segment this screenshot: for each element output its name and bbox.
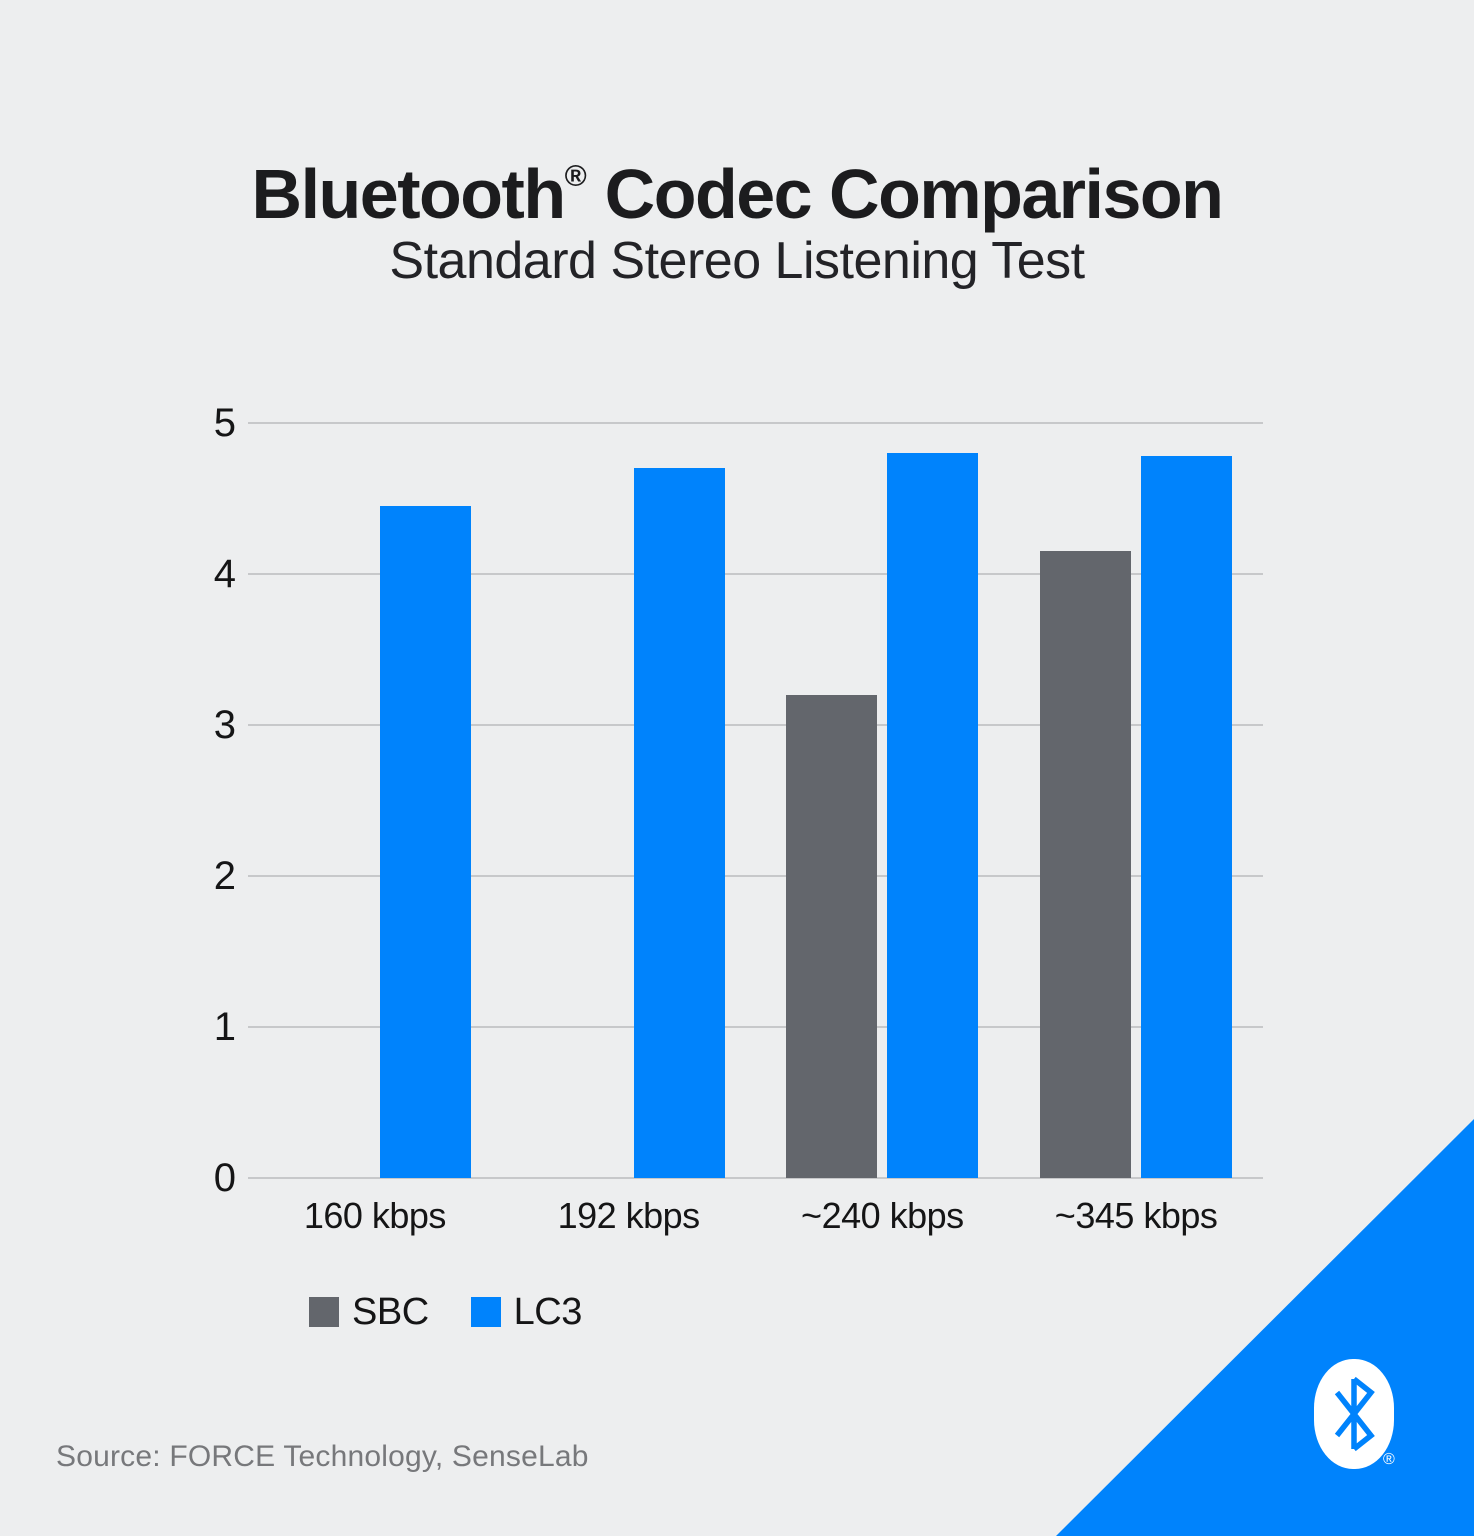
title-brand: Bluetooth — [251, 155, 567, 233]
logo-registered-mark: ® — [1383, 1451, 1395, 1468]
grid-line-3 — [248, 724, 1263, 726]
x-axis-label-3: ~240 kbps — [801, 1195, 964, 1236]
sbc-color-swatch — [309, 1297, 339, 1327]
legend-item-lc3: LC3 — [470, 1290, 583, 1334]
bar-sbc-4 — [1040, 551, 1132, 1178]
y-tick-label-0: 0 — [213, 1156, 236, 1200]
y-tick-label-1: 1 — [213, 1005, 236, 1049]
bar-group-2 — [502, 423, 756, 1178]
plot-area — [248, 422, 1263, 1179]
grid-line-1 — [248, 1026, 1263, 1028]
x-axis-label-4: ~345 kbps — [1054, 1195, 1218, 1236]
legend-item-sbc: SBC — [309, 1290, 429, 1334]
source-caption: Source: FORCE Technology, SenseLab — [56, 1440, 589, 1473]
chart-title: Bluetooth® Codec Comparison — [0, 142, 1474, 229]
grid-line-2 — [248, 875, 1263, 877]
bar-lc3-2 — [633, 468, 725, 1178]
title-rest: Codec Comparison — [586, 155, 1224, 233]
grid-line-0 — [248, 1177, 1263, 1179]
bar-lc3-1 — [379, 506, 471, 1178]
y-tick-label-3: 3 — [213, 703, 236, 747]
y-axis: 0 1 2 3 4 5 — [0, 403, 236, 1198]
lc3-color-swatch — [470, 1297, 501, 1327]
legend: SBC LC3 — [309, 1290, 582, 1334]
x-axis-label-1: 160 kbps — [303, 1195, 447, 1236]
y-tick-label-2: 2 — [213, 854, 236, 898]
legend-label-lc3: LC3 — [513, 1291, 583, 1333]
bar-group-3 — [756, 423, 1010, 1178]
chart-subtitle: Standard Stereo Listening Test — [389, 232, 1085, 290]
bar-group-1 — [248, 423, 502, 1178]
corner-triangle — [1056, 1118, 1474, 1536]
bluetooth-rune-icon — [1334, 1376, 1375, 1452]
y-tick-label-5: 5 — [213, 401, 236, 445]
bar-group-4 — [1009, 423, 1263, 1178]
bluetooth-logo — [1314, 1359, 1394, 1469]
grid-line-4 — [248, 573, 1263, 575]
bar-lc3-4 — [1141, 456, 1233, 1178]
legend-label-sbc: SBC — [352, 1291, 429, 1333]
grid-line-5 — [248, 422, 1263, 424]
bar-lc3-3 — [887, 453, 979, 1178]
x-axis-label-2: 192 kbps — [557, 1195, 701, 1236]
title-registered-mark: ® — [564, 160, 587, 193]
bar-sbc-3 — [786, 694, 878, 1178]
x-axis: 160 kbps 192 kbps ~240 kbps ~345 kbps — [248, 1194, 1263, 1244]
y-tick-label-4: 4 — [213, 552, 236, 596]
